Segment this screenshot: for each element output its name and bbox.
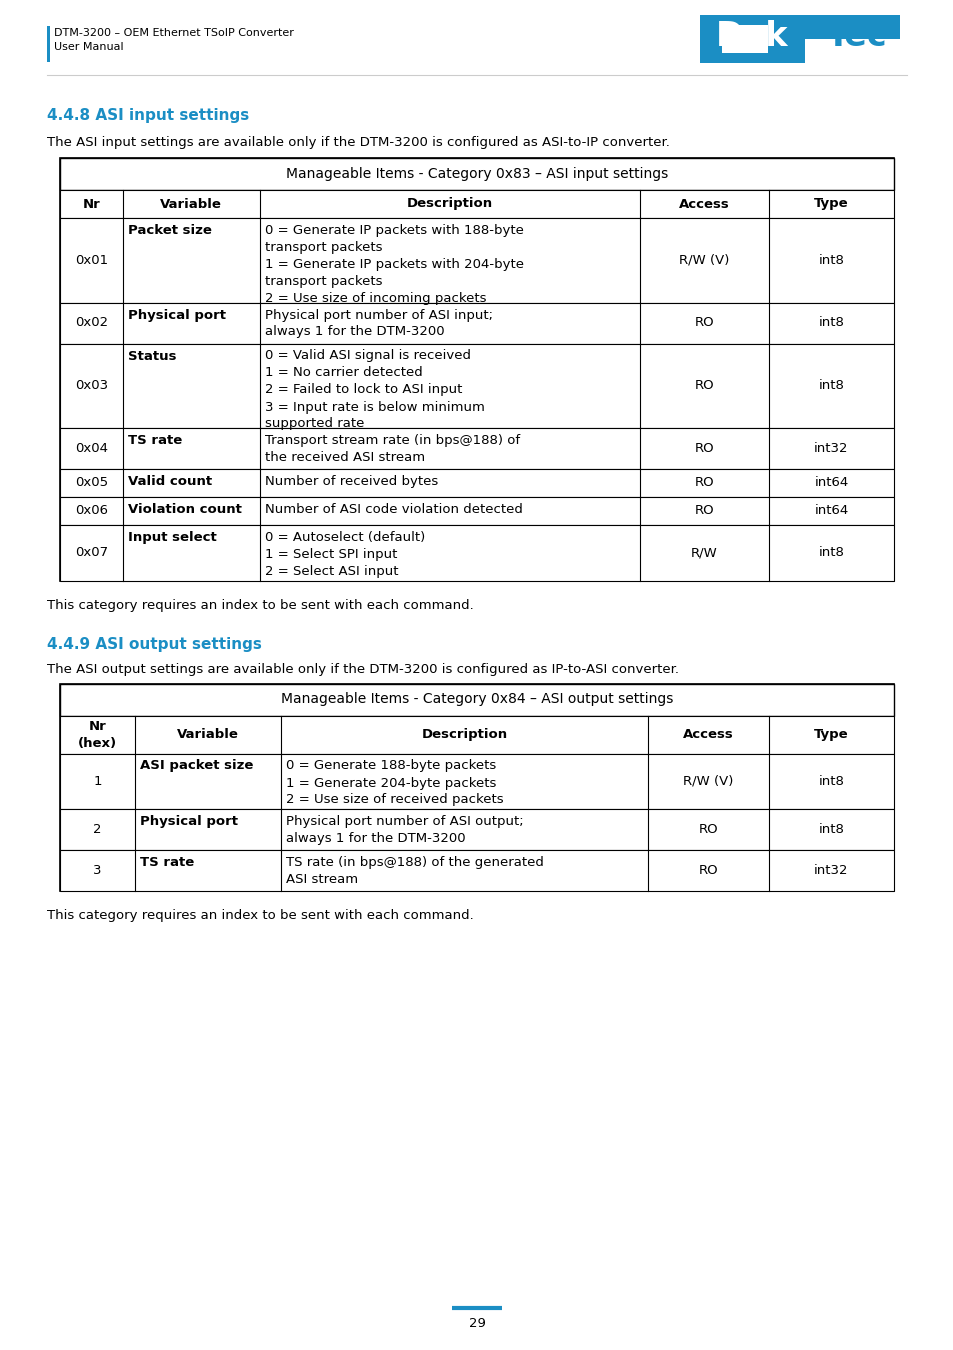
Text: Variable: Variable [177,728,238,741]
Text: int64: int64 [814,477,847,490]
Text: RO: RO [694,316,714,329]
Bar [47,26,50,62]
Text: Nr: Nr [82,197,100,211]
Bar [60,217,893,302]
Text: Access: Access [682,728,733,741]
Text: Manageable Items - Category 0x84 – ASI output settings: Manageable Items - Category 0x84 – ASI o… [280,693,673,706]
Text: int8: int8 [818,824,843,836]
Bar [804,15,899,39]
Text: 0x07: 0x07 [74,547,108,559]
Text: 29: 29 [468,1318,485,1330]
Text: 4.4.8 ASI input settings: 4.4.8 ASI input settings [47,108,249,123]
Text: Packet size: Packet size [128,224,212,238]
Text: 0x06: 0x06 [74,505,108,517]
Text: int8: int8 [818,379,843,393]
Bar [60,497,893,525]
Text: 0x04: 0x04 [74,441,108,455]
Bar [60,190,893,217]
Text: ASI packet size: ASI packet size [140,760,253,772]
Text: 0x03: 0x03 [74,379,108,393]
Text: Physical port: Physical port [128,309,225,321]
Text: R/W (V): R/W (V) [679,254,729,267]
Bar [60,683,893,716]
Text: Access: Access [679,197,729,211]
Text: TS rate: TS rate [140,856,194,869]
Text: int64: int64 [814,505,847,517]
Text: Physical port number of ASI output;
always 1 for the DTM-3200: Physical port number of ASI output; alwa… [286,815,523,845]
Text: RO: RO [694,379,714,393]
Text: 0 = Generate 188-byte packets
1 = Generate 204-byte packets
2 = Use size of rece: 0 = Generate 188-byte packets 1 = Genera… [286,760,503,806]
Text: RO: RO [694,441,714,455]
Text: 0x01: 0x01 [74,254,108,267]
Text: int32: int32 [813,441,848,455]
Bar [60,850,893,891]
Text: Type: Type [813,728,848,741]
Text: Input select: Input select [128,531,216,544]
Bar [60,753,893,809]
Text: The ASI input settings are available only if the DTM-3200 is configured as ASI-t: The ASI input settings are available onl… [47,136,669,148]
Text: 3: 3 [93,864,102,878]
Bar [60,158,893,190]
Text: 1: 1 [93,775,102,788]
Text: int8: int8 [818,254,843,267]
Text: R/W (V): R/W (V) [682,775,733,788]
Bar [718,26,767,53]
Text: DTM-3200 – OEM Ethernet TSoIP Converter: DTM-3200 – OEM Ethernet TSoIP Converter [54,28,294,38]
Text: Description: Description [406,197,493,211]
Text: RO: RO [698,824,718,836]
Text: Physical port: Physical port [140,815,238,828]
Text: RO: RO [694,477,714,490]
Text: Physical port number of ASI input;
always 1 for the DTM-3200: Physical port number of ASI input; alway… [265,309,493,339]
Text: Nr
(hex): Nr (hex) [78,720,117,749]
Text: Variable: Variable [160,197,222,211]
Text: TS rate: TS rate [128,433,182,447]
Bar [60,158,893,580]
Bar [60,468,893,497]
Text: Transport stream rate (in bps@188) of
the received ASI stream: Transport stream rate (in bps@188) of th… [265,433,519,464]
Bar [60,428,893,468]
Text: int8: int8 [818,775,843,788]
Text: 2: 2 [93,824,102,836]
Text: This category requires an index to be sent with each command.: This category requires an index to be se… [47,909,474,922]
Text: This category requires an index to be sent with each command.: This category requires an index to be se… [47,598,474,612]
Text: 0x02: 0x02 [74,316,108,329]
Bar [700,15,804,63]
Bar [60,302,893,343]
Text: TS rate (in bps@188) of the generated
ASI stream: TS rate (in bps@188) of the generated AS… [286,856,543,886]
Text: Number of received bytes: Number of received bytes [265,475,438,487]
Text: RO: RO [694,505,714,517]
Bar [60,809,893,850]
Text: 0 = Autoselect (default)
1 = Select SPI input
2 = Select ASI input: 0 = Autoselect (default) 1 = Select SPI … [265,531,425,578]
Text: Description: Description [421,728,507,741]
Text: Violation count: Violation count [128,504,241,516]
Text: Number of ASI code violation detected: Number of ASI code violation detected [265,504,522,516]
Text: int8: int8 [818,316,843,329]
Bar [60,525,893,580]
Text: Manageable Items - Category 0x83 – ASI input settings: Manageable Items - Category 0x83 – ASI i… [286,167,667,181]
Text: 0x05: 0x05 [74,477,108,490]
Text: Valid count: Valid count [128,475,212,487]
Text: Type: Type [813,197,848,211]
Text: User Manual: User Manual [54,42,124,53]
Bar [60,716,893,753]
Text: int8: int8 [818,547,843,559]
Text: 4.4.9 ASI output settings: 4.4.9 ASI output settings [47,636,262,652]
Bar [60,343,893,428]
Bar [700,15,721,63]
Text: RO: RO [698,864,718,878]
Bar [60,683,893,891]
Text: Status: Status [128,350,176,363]
Text: Dek: Dek [715,20,787,54]
Text: The ASI output settings are available only if the DTM-3200 is configured as IP-t: The ASI output settings are available on… [47,663,679,676]
Text: 0 = Generate IP packets with 188-byte
transport packets
1 = Generate IP packets : 0 = Generate IP packets with 188-byte tr… [265,224,523,305]
Text: Tec: Tec [826,20,886,54]
Text: int32: int32 [813,864,848,878]
Text: 0 = Valid ASI signal is received
1 = No carrier detected
2 = Failed to lock to A: 0 = Valid ASI signal is received 1 = No … [265,350,484,431]
Text: R/W: R/W [690,547,717,559]
